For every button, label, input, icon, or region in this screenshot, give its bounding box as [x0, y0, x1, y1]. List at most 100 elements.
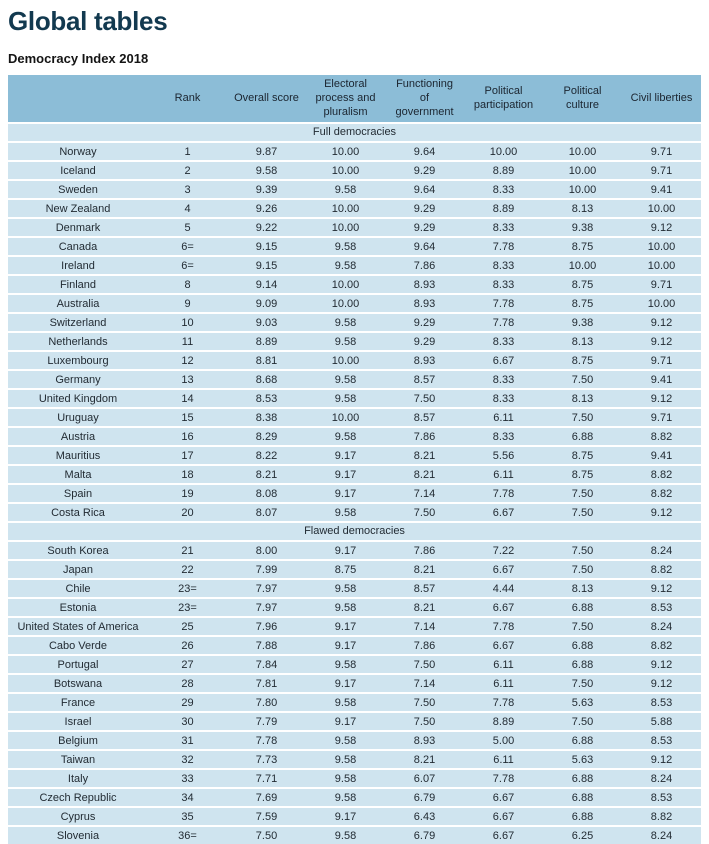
value-cell-civil_liberties: 8.53: [650, 696, 673, 709]
value-cell-overall_score: 8.38: [255, 411, 278, 424]
value-cell-functioning_of_government: 7.14: [413, 487, 436, 500]
table-row: Iceland 2 9.58 10.00 9.29 8.89 10.00 9.71: [8, 162, 701, 180]
table-body: Full democracies Norway 1 9.87 10.00 9.64 10.0…: [8, 124, 701, 844]
table-header-row: Rank Overall score Electoral process and p…: [8, 75, 701, 123]
value-cell-political_participation: 8.89: [492, 164, 515, 177]
value-cell-rank: 23=: [178, 601, 197, 614]
country-cell: Israel: [64, 715, 92, 728]
table-row: Switzerland 10 9.03 9.58 9.29 7.78 9.38 9.12: [8, 314, 701, 332]
value-cell-political_culture: 10.00: [568, 164, 597, 177]
value-cell-functioning_of_government: 6.07: [413, 772, 436, 785]
value-cell-political_participation: 8.89: [492, 202, 515, 215]
value-cell-civil_liberties: 8.82: [650, 810, 673, 823]
table-row: New Zealand 4 9.26 10.00 9.29 8.89 8.13 10.00: [8, 200, 701, 218]
value-cell-political_participation: 8.89: [492, 715, 515, 728]
value-cell-functioning_of_government: 8.21: [413, 601, 436, 614]
value-cell-rank: 35: [181, 810, 194, 823]
value-cell-political_culture: 6.88: [571, 601, 594, 614]
country-cell: Botswana: [53, 677, 103, 690]
value-cell-rank: 16: [181, 430, 194, 443]
country-cell: Japan: [63, 563, 93, 576]
value-cell-civil_liberties: 9.71: [650, 145, 673, 158]
value-cell-political_participation: 6.67: [492, 506, 515, 519]
value-cell-political_participation: 6.67: [492, 791, 515, 804]
value-cell-electoral_process_and_pluralism: 9.17: [334, 468, 357, 481]
value-cell-electoral_process_and_pluralism: 9.58: [334, 392, 357, 405]
value-cell-overall_score: 8.08: [255, 487, 278, 500]
value-cell-electoral_process_and_pluralism: 9.58: [334, 316, 357, 329]
value-cell-functioning_of_government: 9.64: [413, 145, 436, 158]
country-cell: Netherlands: [48, 335, 108, 348]
value-cell-electoral_process_and_pluralism: 9.17: [334, 810, 357, 823]
value-cell-civil_liberties: 8.24: [650, 544, 673, 557]
value-cell-electoral_process_and_pluralism: 9.17: [334, 544, 357, 557]
value-cell-functioning_of_government: 9.29: [413, 316, 436, 329]
value-cell-civil_liberties: 8.24: [650, 772, 673, 785]
table-row: Czech Republic 34 7.69 9.58 6.79 6.67 6.88 8.53: [8, 789, 701, 807]
section-label-row: Flawed democracies: [8, 523, 701, 541]
value-cell-overall_score: 9.58: [255, 164, 278, 177]
country-cell: Austria: [60, 430, 96, 443]
value-cell-overall_score: 7.96: [255, 620, 278, 633]
value-cell-civil_liberties: 9.71: [650, 164, 673, 177]
value-cell-political_culture: 7.50: [571, 563, 594, 576]
value-cell-civil_liberties: 9.12: [650, 221, 673, 234]
country-cell: Sweden: [58, 183, 98, 196]
country-cell: Spain: [63, 487, 93, 500]
country-cell: France: [60, 696, 96, 709]
value-cell-political_culture: 7.50: [571, 544, 594, 557]
value-cell-rank: 29: [181, 696, 194, 709]
value-cell-civil_liberties: 10.00: [647, 240, 676, 253]
section-label-row: Full democracies: [8, 124, 701, 142]
value-cell-political_participation: 7.78: [492, 772, 515, 785]
table-row: Israel 30 7.79 9.17 7.50 8.89 7.50 5.88: [8, 713, 701, 731]
value-cell-civil_liberties: 8.24: [650, 620, 673, 633]
country-cell: United States of America: [17, 620, 139, 633]
value-cell-overall_score: 7.78: [255, 734, 278, 747]
value-cell-political_participation: 10.00: [489, 145, 518, 158]
value-cell-overall_score: 9.14: [255, 278, 278, 291]
value-cell-rank: 32: [181, 753, 194, 766]
value-cell-overall_score: 7.59: [255, 810, 278, 823]
value-cell-political_participation: 8.33: [492, 278, 515, 291]
value-cell-rank: 25: [181, 620, 194, 633]
value-cell-rank: 5: [184, 221, 191, 234]
country-cell: Norway: [59, 145, 97, 158]
value-cell-rank: 34: [181, 791, 194, 804]
value-cell-overall_score: 7.88: [255, 639, 278, 652]
value-cell-political_culture: 8.75: [571, 354, 594, 367]
value-cell-political_culture: 6.25: [571, 829, 594, 842]
value-cell-overall_score: 9.09: [255, 297, 278, 310]
value-cell-political_participation: 4.44: [492, 582, 515, 595]
value-cell-rank: 15: [181, 411, 194, 424]
header-cell-electoral_process_and_pluralism: Electoral process and pluralism: [315, 78, 376, 118]
value-cell-civil_liberties: 9.12: [650, 582, 673, 595]
value-cell-electoral_process_and_pluralism: 9.17: [334, 487, 357, 500]
country-cell: Iceland: [60, 164, 96, 177]
header-cell-functioning_of_government: Functioning of government: [395, 78, 454, 118]
table-row: Belgium 31 7.78 9.58 8.93 5.00 6.88 8.53: [8, 732, 701, 750]
value-cell-overall_score: 7.84: [255, 658, 278, 671]
value-cell-electoral_process_and_pluralism: 10.00: [331, 202, 360, 215]
value-cell-political_participation: 7.78: [492, 696, 515, 709]
value-cell-functioning_of_government: 9.29: [413, 221, 436, 234]
value-cell-functioning_of_government: 7.14: [413, 620, 436, 633]
value-cell-functioning_of_government: 8.93: [413, 734, 436, 747]
table-row: Germany 13 8.68 9.58 8.57 8.33 7.50 9.41: [8, 371, 701, 389]
value-cell-political_culture: 6.88: [571, 734, 594, 747]
value-cell-electoral_process_and_pluralism: 9.58: [334, 506, 357, 519]
value-cell-political_participation: 7.78: [492, 487, 515, 500]
value-cell-civil_liberties: 9.71: [650, 411, 673, 424]
country-cell: Cabo Verde: [48, 639, 108, 652]
value-cell-electoral_process_and_pluralism: 10.00: [331, 297, 360, 310]
table-row: Austria 16 8.29 9.58 7.86 8.33 6.88 8.82: [8, 428, 701, 446]
value-cell-political_participation: 6.11: [493, 658, 514, 671]
country-cell: Malta: [64, 468, 92, 481]
header-cell-overall_score: Overall score: [234, 91, 299, 104]
value-cell-political_culture: 7.50: [571, 620, 594, 633]
value-cell-functioning_of_government: 6.43: [413, 810, 436, 823]
country-cell: Estonia: [59, 601, 97, 614]
value-cell-political_culture: 8.75: [571, 449, 594, 462]
value-cell-overall_score: 7.69: [255, 791, 278, 804]
value-cell-civil_liberties: 8.82: [650, 468, 673, 481]
